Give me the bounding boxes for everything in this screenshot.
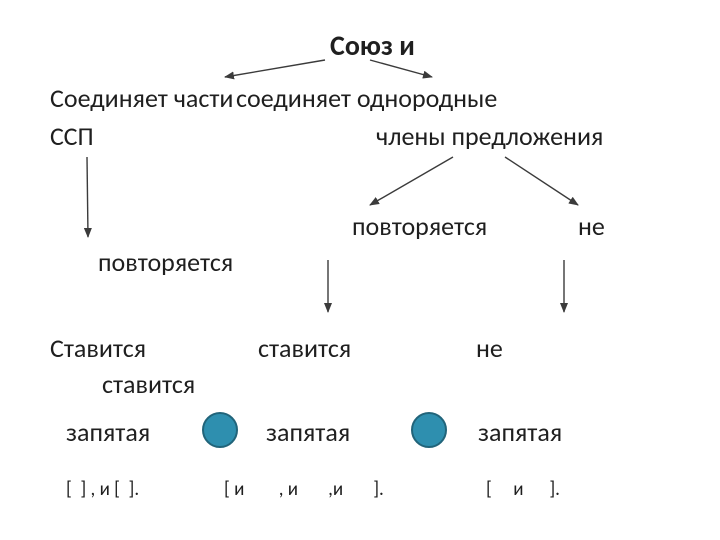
arrow-ssp-down <box>87 157 88 237</box>
arrow-members-left <box>370 157 453 205</box>
circle-2 <box>412 413 446 447</box>
text-put2: ставится <box>258 332 351 364</box>
text-put4: ставится <box>102 368 195 400</box>
text-put1: Ставится <box>50 332 146 364</box>
text-left2: ССП <box>50 120 94 152</box>
text-right2: члены предложения <box>376 120 603 152</box>
arrow-members-right <box>505 157 578 205</box>
text-rep2: не <box>578 210 605 242</box>
title: Союз и <box>330 28 415 63</box>
text-left1: Соединяет части <box>50 82 234 114</box>
text-rep3: повторяется <box>98 246 233 278</box>
text-comma1: запятая <box>66 416 150 448</box>
circle-1 <box>203 413 237 447</box>
text-comma3: запятая <box>478 416 562 448</box>
text-comma2: запятая <box>266 416 350 448</box>
text-put3: не <box>476 332 503 364</box>
formula-1: [ ] , и [ ]. <box>66 478 139 501</box>
formula-3: [ и ]. <box>486 478 560 501</box>
formula-2: [ и , и ,и ]. <box>224 478 384 501</box>
text-rep1: повторяется <box>352 210 487 242</box>
arrow-title-left <box>225 60 325 77</box>
text-right1: соединяет однородные <box>236 82 497 114</box>
